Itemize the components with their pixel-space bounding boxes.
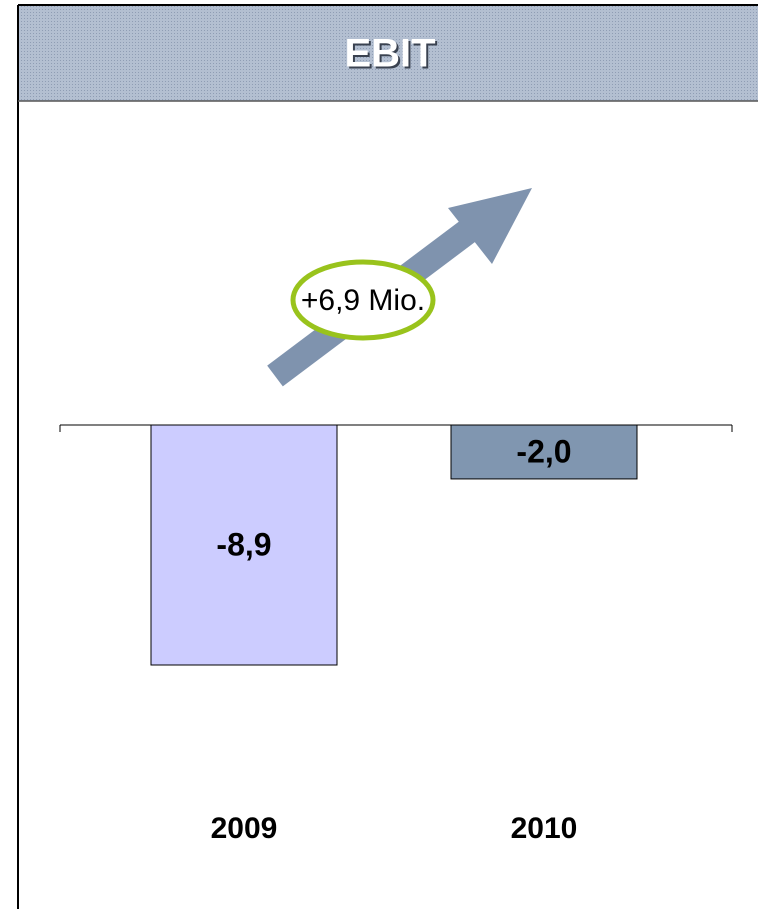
chart-title: EBIT — [344, 32, 435, 76]
x-tick-label: 2009 — [211, 812, 278, 845]
annotation: +6,9 Mio. — [301, 284, 425, 317]
title-bar — [18, 5, 758, 101]
bar — [150, 424, 338, 666]
value-label: -2,0 — [516, 433, 571, 469]
annotation-ellipse — [290, 259, 436, 341]
title-shadow: EBIT — [346, 34, 437, 78]
bar — [450, 424, 638, 480]
x-tick-label: 2010 — [511, 812, 578, 845]
value-label: -8,9 — [216, 526, 271, 562]
